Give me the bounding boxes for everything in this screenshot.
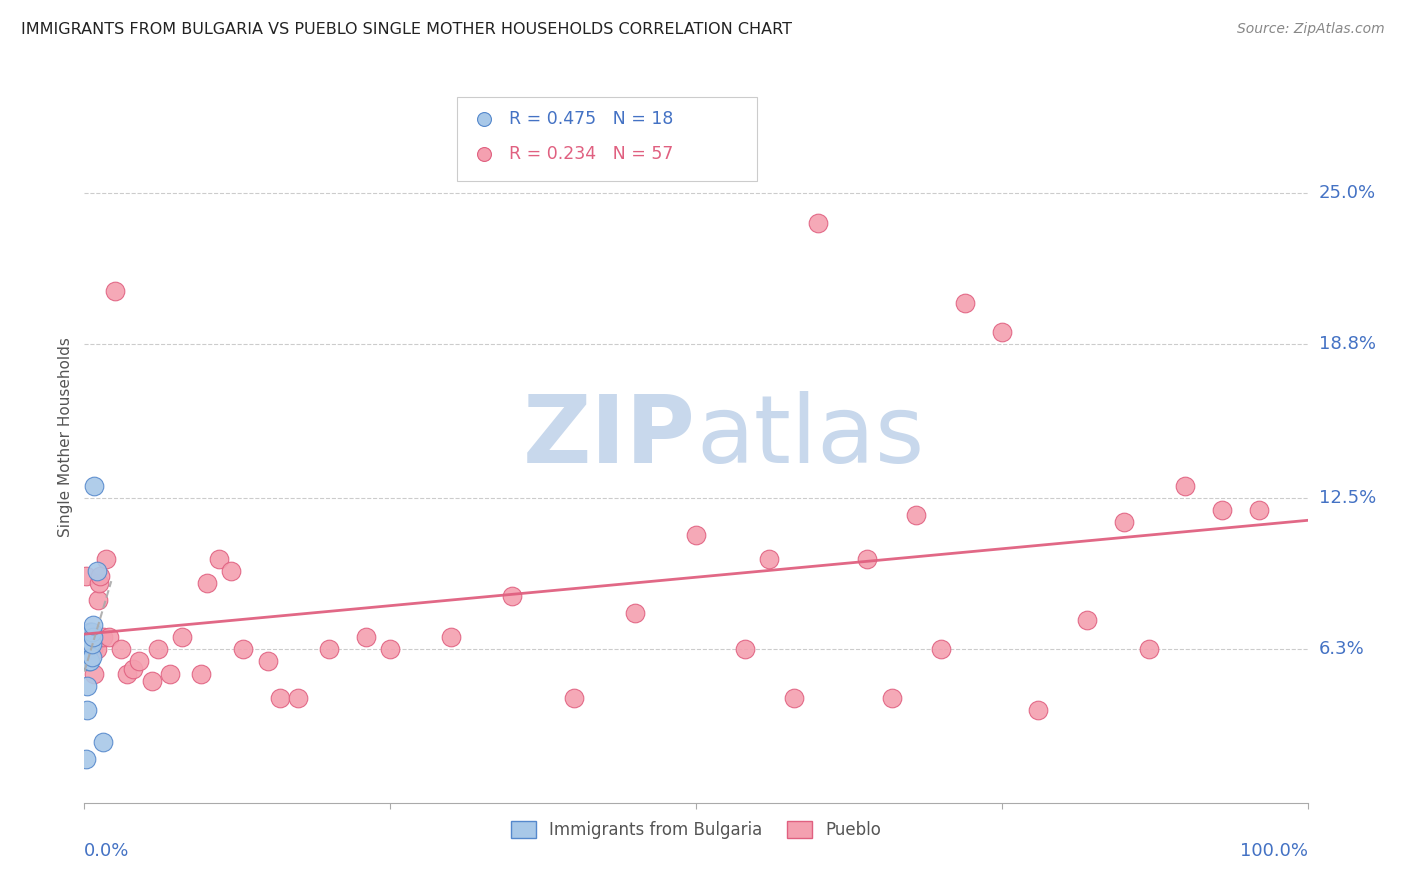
Point	[110, 642, 132, 657]
Text: R = 0.234   N = 57: R = 0.234 N = 57	[509, 145, 673, 163]
Text: atlas: atlas	[696, 391, 924, 483]
Point	[80, 649, 103, 664]
Point	[440, 630, 463, 644]
Y-axis label: Single Mother Households: Single Mother Households	[58, 337, 73, 537]
Point	[287, 690, 309, 705]
Point	[79, 637, 101, 651]
Point	[79, 625, 101, 640]
Point	[807, 215, 830, 229]
Point	[82, 630, 104, 644]
Point	[76, 642, 98, 657]
Point	[77, 654, 100, 668]
Legend: Immigrants from Bulgaria, Pueblo: Immigrants from Bulgaria, Pueblo	[503, 814, 889, 846]
Point	[122, 662, 145, 676]
Point	[79, 654, 101, 668]
Point	[75, 569, 97, 583]
Text: R = 0.475   N = 18: R = 0.475 N = 18	[509, 110, 673, 128]
Point	[318, 642, 340, 657]
Text: 100.0%: 100.0%	[1240, 842, 1308, 860]
Point	[195, 576, 218, 591]
Point	[172, 630, 194, 644]
Point	[1247, 503, 1270, 517]
Point	[783, 690, 806, 705]
Point	[75, 752, 97, 766]
Point	[1211, 503, 1233, 517]
Point	[190, 666, 212, 681]
Point	[80, 637, 103, 651]
Point	[128, 654, 150, 668]
Text: 0.0%: 0.0%	[84, 842, 129, 860]
Text: 6.3%: 6.3%	[1319, 640, 1364, 658]
Point	[97, 630, 120, 644]
Point	[104, 284, 127, 298]
Point	[146, 642, 169, 657]
Point	[208, 552, 231, 566]
Point	[269, 690, 291, 705]
Point	[991, 325, 1014, 339]
Point	[115, 666, 138, 681]
Point	[734, 642, 756, 657]
Point	[758, 552, 780, 566]
Point	[87, 593, 110, 607]
FancyBboxPatch shape	[457, 97, 758, 181]
Text: ZIP: ZIP	[523, 391, 696, 483]
Point	[76, 679, 98, 693]
Point	[83, 479, 105, 493]
Point	[79, 625, 101, 640]
Point	[77, 642, 100, 657]
Point	[1114, 516, 1136, 530]
Point	[232, 642, 254, 657]
Point	[96, 552, 118, 566]
Point	[856, 552, 879, 566]
Point	[77, 630, 100, 644]
Point	[1028, 703, 1050, 717]
Point	[77, 630, 100, 644]
Point	[87, 576, 110, 591]
Text: IMMIGRANTS FROM BULGARIA VS PUEBLO SINGLE MOTHER HOUSEHOLDS CORRELATION CHART: IMMIGRANTS FROM BULGARIA VS PUEBLO SINGL…	[21, 22, 792, 37]
Point	[624, 606, 647, 620]
Point	[929, 642, 952, 657]
Point	[905, 508, 928, 522]
Point	[685, 527, 707, 541]
Point	[141, 673, 163, 688]
Point	[89, 569, 111, 583]
Point	[1137, 642, 1160, 657]
Point	[91, 735, 114, 749]
Point	[77, 642, 100, 657]
Point	[77, 642, 100, 657]
Point	[502, 589, 524, 603]
Text: Source: ZipAtlas.com: Source: ZipAtlas.com	[1237, 22, 1385, 37]
Point	[82, 642, 104, 657]
Point	[219, 564, 242, 578]
Point	[1174, 479, 1197, 493]
Point	[86, 642, 108, 657]
Text: 12.5%: 12.5%	[1319, 489, 1376, 507]
Point	[257, 654, 280, 668]
Point	[1076, 613, 1098, 627]
Text: 25.0%: 25.0%	[1319, 185, 1376, 202]
Point	[82, 617, 104, 632]
Point	[76, 703, 98, 717]
Point	[562, 690, 585, 705]
Point	[380, 642, 402, 657]
Point	[80, 625, 103, 640]
Text: 18.8%: 18.8%	[1319, 335, 1375, 353]
Point	[91, 630, 114, 644]
Point	[80, 630, 103, 644]
Point	[159, 666, 181, 681]
Point	[86, 564, 108, 578]
Point	[83, 666, 105, 681]
Point	[354, 630, 377, 644]
Point	[953, 296, 976, 310]
Point	[880, 690, 903, 705]
